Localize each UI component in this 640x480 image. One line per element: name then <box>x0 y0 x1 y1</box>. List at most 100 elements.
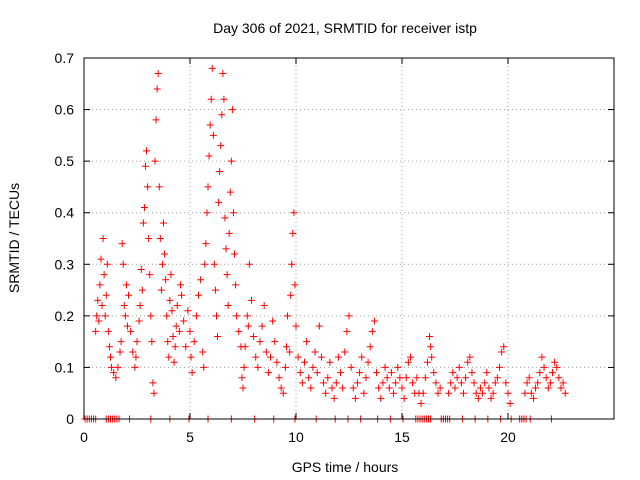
data-point <box>260 302 268 310</box>
data-point <box>445 389 453 397</box>
data-point <box>122 281 130 289</box>
data-point <box>287 291 295 299</box>
data-point <box>536 369 544 377</box>
data-point <box>292 322 300 330</box>
x-tick-label: 20 <box>500 429 516 445</box>
data-point <box>135 317 143 325</box>
y-tick-label: 0 <box>66 411 74 427</box>
data-point <box>298 379 306 387</box>
data-point <box>379 379 387 387</box>
data-point <box>147 312 155 320</box>
data-point <box>228 106 236 114</box>
data-point <box>434 389 442 397</box>
data-point <box>500 343 508 351</box>
data-point <box>485 384 493 392</box>
data-point <box>468 369 476 377</box>
data-point <box>474 394 482 402</box>
data-point <box>544 384 552 392</box>
data-point <box>184 307 192 315</box>
data-point <box>364 358 372 366</box>
data-point <box>99 235 107 242</box>
data-point <box>178 291 186 299</box>
data-point <box>203 209 211 217</box>
data-point <box>149 379 157 387</box>
data-point <box>192 312 200 320</box>
data-point <box>271 338 279 346</box>
data-point <box>222 245 230 253</box>
x-axis-label: GPS time / hours <box>292 459 399 475</box>
data-point <box>235 327 243 335</box>
data-point <box>175 327 183 335</box>
data-point <box>162 276 170 284</box>
data-point <box>423 358 431 366</box>
data-point <box>127 327 135 335</box>
data-point <box>152 116 160 124</box>
data-point <box>373 369 381 377</box>
data-point <box>472 389 480 397</box>
data-point <box>102 291 110 299</box>
data-point <box>341 348 349 356</box>
data-point <box>129 348 137 356</box>
data-point <box>166 296 174 304</box>
data-point <box>436 384 444 392</box>
data-point <box>107 353 114 361</box>
data-point <box>555 374 563 382</box>
data-point <box>98 302 106 310</box>
data-point <box>221 214 229 222</box>
data-point <box>390 389 398 397</box>
data-point <box>224 302 232 310</box>
data-point <box>213 312 220 320</box>
data-point <box>160 219 167 227</box>
data-point <box>231 250 239 258</box>
data-point <box>180 317 188 325</box>
data-point <box>496 363 504 371</box>
data-point <box>199 348 207 356</box>
chart-title: Day 306 of 2021, SRMTID for receiver ist… <box>213 20 477 36</box>
data-point <box>370 317 378 325</box>
data-point <box>262 348 270 356</box>
data-point <box>345 312 353 320</box>
data-point <box>277 384 285 392</box>
data-point <box>315 322 323 330</box>
data-point <box>156 235 164 242</box>
data-point <box>252 353 260 361</box>
data-point <box>385 384 393 392</box>
data-point <box>479 389 487 397</box>
data-point <box>447 379 455 387</box>
data-point <box>491 379 499 387</box>
data-point <box>546 379 554 387</box>
axes-layer: 0 5 10 15 20 0 0.1 0.2 0.3 0.4 0.5 0.6 0.7 <box>55 50 615 445</box>
data-point <box>549 369 557 377</box>
data-point <box>339 384 347 392</box>
data-point <box>154 69 162 77</box>
data-point <box>211 286 219 294</box>
data-point <box>136 302 144 310</box>
y-axis-label: SRMTID / TECUs <box>6 183 22 293</box>
data-point <box>190 338 198 346</box>
data-point <box>313 369 321 377</box>
data-point <box>489 389 497 397</box>
data-point <box>182 343 190 351</box>
data-point <box>290 209 298 217</box>
data-point <box>476 384 484 392</box>
data-point <box>131 363 139 371</box>
data-point <box>427 343 435 351</box>
data-point <box>117 338 125 346</box>
data-point <box>205 152 213 160</box>
data-point <box>225 229 233 237</box>
data-point <box>288 260 296 268</box>
data-point <box>381 363 389 371</box>
data-point <box>275 374 283 382</box>
data-point <box>419 389 427 397</box>
data-point <box>223 271 231 279</box>
data-point <box>303 338 311 346</box>
data-point <box>343 327 351 335</box>
data-point <box>120 302 128 310</box>
data-point <box>404 358 412 366</box>
data-point <box>144 183 152 191</box>
data-point <box>226 188 234 196</box>
data-point <box>245 260 253 268</box>
y-tick-label: 0.7 <box>55 50 75 66</box>
data-point <box>332 379 340 387</box>
